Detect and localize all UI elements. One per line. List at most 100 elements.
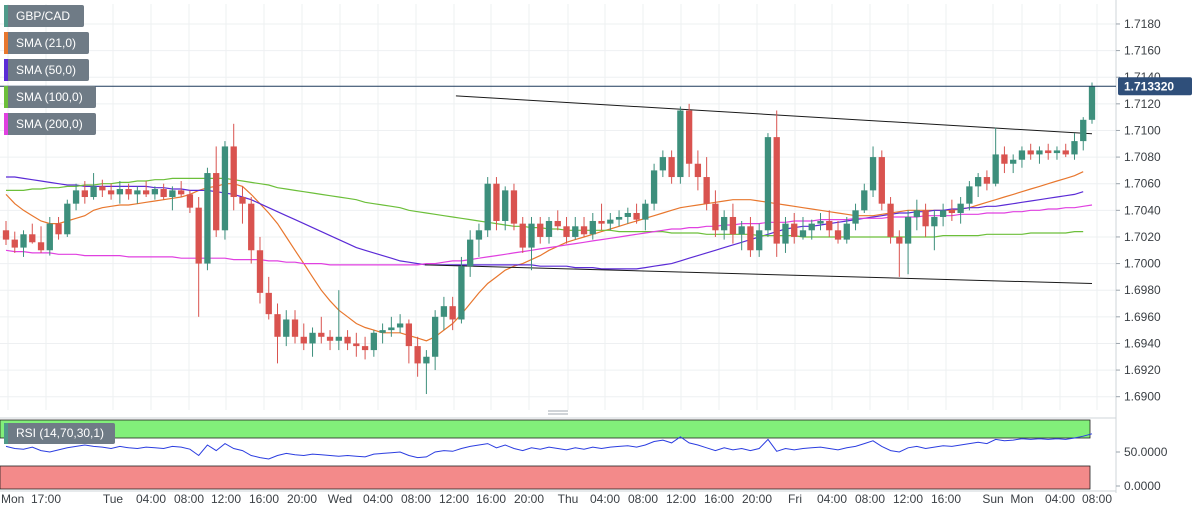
trendline-1 [424, 264, 1093, 285]
price-tick-label-1: 1.7160 [1124, 44, 1161, 58]
candle-body-14 [125, 189, 132, 195]
candle-body-5 [46, 223, 53, 251]
time-label-16: 08:00 [628, 492, 658, 506]
sma-50-label: SMA (50,0) [16, 63, 77, 77]
candle-body-110 [966, 186, 973, 204]
candle-body-13 [116, 189, 124, 195]
candle-body-92 [808, 223, 815, 231]
price-tick-label-12: 1.6940 [1124, 336, 1161, 350]
candle-body-47 [414, 346, 421, 364]
candle-body-30 [265, 292, 272, 315]
candle-body-81 [712, 203, 719, 231]
price-tick-label-0: 1.7180 [1124, 17, 1161, 31]
candle-body-25 [221, 146, 229, 231]
rsi-tick-label-1: 0.0000 [1124, 479, 1161, 493]
price-tick-label-13: 1.6920 [1124, 363, 1161, 377]
sma-100-label: SMA (100,0) [16, 90, 83, 104]
candle-body-56 [493, 183, 500, 221]
sma-100-line [6, 177, 1084, 238]
candle-body-109 [957, 203, 964, 213]
time-label-17: 12:00 [666, 492, 696, 506]
current-price-badge [1118, 77, 1192, 96]
candle-body-104 [913, 210, 920, 217]
trendline-0 [455, 95, 1093, 135]
candle-body-6 [55, 223, 62, 235]
rsi-label: RSI (14,70,30,1) [16, 426, 105, 440]
candle-body-21 [186, 194, 194, 208]
candle-body-91 [799, 230, 807, 237]
candlesticks [2, 82, 1096, 395]
symbol-legend[interactable]: GBP/CAD [4, 5, 84, 27]
candle-body-96 [843, 223, 850, 240]
candle-body-61 [537, 223, 544, 237]
candle-body-22 [195, 207, 202, 264]
rsi-line [5, 433, 1093, 460]
time-label-2: Tue [103, 492, 124, 506]
candle-body-118 [1036, 150, 1043, 155]
candle-body-15 [134, 190, 141, 195]
candle-body-3 [29, 234, 36, 243]
candle-body-64 [563, 226, 570, 237]
trendlines [424, 95, 1093, 285]
candle-body-121 [1062, 150, 1069, 155]
candle-body-66 [580, 226, 588, 235]
sma-21-swatch [4, 32, 8, 54]
legend-sma-200[interactable]: SMA (200,0) [4, 113, 96, 135]
candle-body-63 [554, 220, 561, 227]
time-label-21: 04:00 [817, 492, 847, 506]
time-axis: Mon 17:00 Tue 04:00 08:00 12:00 16:00 20:00 Wed 0… [0, 490, 1116, 506]
candle-body-122 [1071, 141, 1078, 155]
candle-body-54 [475, 230, 483, 240]
candle-body-26 [230, 146, 237, 198]
candle-body-10 [90, 186, 97, 198]
candle-body-120 [1053, 150, 1061, 154]
time-label-24: 16:00 [931, 492, 961, 506]
candle-body-107 [939, 210, 947, 217]
price-tick-label-14: 1.6900 [1124, 390, 1161, 404]
candle-body-86 [756, 230, 763, 251]
time-label-22: 08:00 [855, 492, 885, 506]
time-label-8: Wed [328, 492, 352, 506]
sma-50-swatch [4, 59, 8, 81]
time-label-23: 12:00 [893, 492, 923, 506]
candle-body-51 [449, 306, 456, 320]
candle-body-58 [510, 190, 518, 224]
sma-21-line [5, 171, 1084, 342]
overlays: 1.713320 [0, 77, 1192, 96]
time-label-12: 16:00 [476, 492, 506, 506]
time-label-20: Fri [788, 492, 802, 506]
candle-body-115 [1010, 159, 1017, 164]
legend-sma-100[interactable]: SMA (100,0) [4, 86, 96, 108]
candle-body-43 [379, 330, 386, 333]
candle-body-111 [974, 177, 982, 187]
time-label-5: 12:00 [211, 492, 241, 506]
candle-body-49 [431, 316, 439, 357]
candle-body-53 [467, 239, 474, 267]
candle-body-48 [423, 356, 430, 364]
legend-rsi[interactable]: RSI (14,70,30,1) [4, 423, 115, 444]
candle-body-1 [11, 239, 18, 248]
candle-body-35 [309, 332, 316, 344]
candle-body-101 [887, 203, 894, 237]
candle-body-70 [615, 216, 623, 220]
candle-body-0 [2, 230, 10, 240]
candle-body-59 [519, 223, 526, 248]
legend-sma-50[interactable]: SMA (50,0) [4, 59, 89, 81]
candle-body-106 [931, 216, 938, 227]
candle-body-55 [484, 183, 491, 231]
candle-body-27 [239, 197, 246, 204]
candle-body-117 [1027, 150, 1034, 155]
candle-body-9 [81, 190, 88, 198]
candle-body-69 [607, 219, 614, 224]
candle-body-114 [1001, 154, 1008, 164]
candle-body-19 [169, 190, 176, 198]
candle-body-65 [572, 226, 579, 237]
time-label-13: 20:00 [514, 492, 544, 506]
legend-sma-21[interactable]: SMA (21,0) [4, 32, 89, 54]
price-tick-label-10: 1.6980 [1124, 283, 1161, 297]
candle-body-94 [826, 220, 833, 231]
time-label-26: Mon [1010, 492, 1033, 506]
sma-100-swatch [4, 86, 8, 108]
candle-body-60 [528, 223, 535, 248]
